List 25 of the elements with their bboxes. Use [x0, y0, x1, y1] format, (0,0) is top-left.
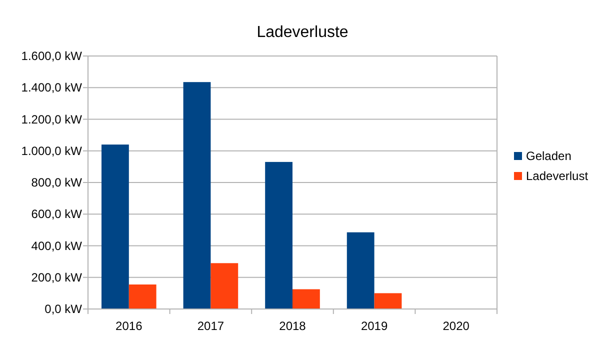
y-tick-label: 0,0 kW [44, 302, 83, 316]
bar [346, 232, 374, 309]
y-tick-label: 1.000,0 kW [21, 144, 83, 158]
x-tick-label: 2016 [116, 319, 143, 333]
x-tick-label: 2020 [442, 319, 470, 333]
bar [374, 293, 402, 309]
x-tick-label: 2019 [360, 319, 388, 333]
bar [292, 289, 320, 309]
x-tick-label: 2017 [197, 319, 224, 333]
y-tick-label: 200,0 kW [31, 270, 83, 284]
bar [210, 263, 238, 309]
bar [101, 144, 129, 309]
y-tick-label: 600,0 kW [31, 207, 83, 222]
x-tick-label: 2018 [279, 319, 306, 333]
y-tick-label: 1.400,0 kW [21, 80, 83, 95]
legend-label: Ladeverlust [526, 169, 589, 183]
y-tick-label: 800,0 kW [31, 176, 83, 190]
chart-title: Ladeverluste [256, 24, 348, 41]
bar [265, 162, 292, 309]
bar [183, 82, 211, 309]
y-tick-label: 400,0 kW [31, 238, 83, 253]
legend-label: Geladen [526, 149, 572, 163]
y-tick-label: 1.600,0 kW [21, 49, 83, 63]
y-tick-label: 1.200,0 kW [21, 112, 83, 126]
bar [128, 284, 156, 309]
